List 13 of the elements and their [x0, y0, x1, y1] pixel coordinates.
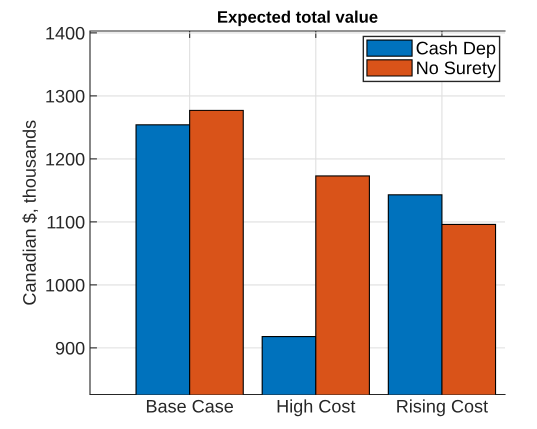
- legend-label: No Surety: [417, 62, 496, 78]
- legend-label: Cash Dep: [416, 41, 496, 58]
- y-tick-label: 1100: [48, 216, 84, 229]
- x-tick-label: Base Case: [146, 400, 234, 413]
- y-tick-label: 1200: [46, 152, 84, 166]
- x-tick-label: Rising Cost: [397, 399, 488, 416]
- y-tick-label: 1300: [46, 90, 84, 103]
- y-tick-label: 1400: [46, 26, 84, 40]
- y-axis-title: Canadian $, thousands: [22, 120, 38, 305]
- y-tick-label: 1000: [46, 278, 84, 292]
- chart-title: Expected total value: [218, 10, 378, 26]
- y-tick-label: 900: [56, 342, 84, 355]
- x-tick-label: High Cost: [278, 399, 356, 416]
